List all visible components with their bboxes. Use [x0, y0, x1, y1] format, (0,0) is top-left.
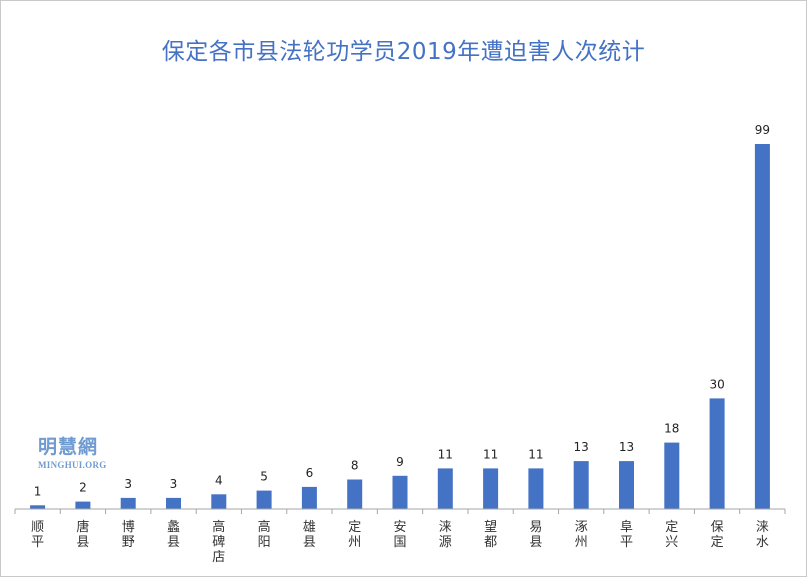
x-tick-label: 唐县 [76, 519, 89, 550]
bar [483, 468, 499, 509]
x-tick-label: 高碑店 [212, 519, 225, 565]
x-tick-label: 顺平 [31, 520, 44, 550]
data-label: 5 [260, 470, 268, 484]
data-label: 13 [574, 440, 589, 454]
bar [437, 468, 453, 509]
bar [301, 486, 317, 509]
bar [392, 475, 408, 509]
data-label: 1 [34, 484, 42, 498]
data-label: 99 [755, 123, 770, 137]
data-label: 11 [438, 447, 453, 461]
bar [528, 468, 544, 509]
x-tick-label: 定兴 [665, 520, 678, 550]
x-tick-label: 定州 [348, 520, 361, 550]
chart-title: 保定各市县法轮功学员2019年遭迫害人次统计 [161, 39, 646, 65]
watermark-english: MINGHUI.ORG [38, 460, 107, 470]
data-label: 3 [124, 477, 132, 491]
bar [347, 479, 363, 509]
data-label: 13 [619, 440, 634, 454]
bar [166, 497, 181, 509]
x-tick-label: 易县 [529, 520, 542, 550]
data-label: 3 [170, 477, 178, 491]
data-label: 11 [528, 447, 543, 461]
x-tick-label: 涿州 [575, 520, 588, 550]
bar [75, 501, 91, 509]
watermark-chinese: 明慧網 [38, 436, 99, 458]
x-tick-label: 阜平 [620, 519, 633, 550]
x-tick-label: 高阳 [258, 519, 271, 550]
data-label: 30 [709, 377, 724, 391]
bar [709, 398, 725, 509]
x-tick-label: 安国 [393, 520, 406, 550]
data-label: 18 [664, 422, 679, 436]
bar [256, 490, 272, 509]
x-tick-label: 保定 [711, 520, 724, 550]
bars-group [30, 144, 770, 509]
bar [754, 144, 770, 509]
x-tick-label: 蠡县 [167, 519, 180, 550]
data-label: 11 [483, 447, 498, 461]
bar [664, 442, 680, 509]
tick-marks-group [14, 509, 786, 514]
x-tick-label: 涞源 [439, 520, 452, 550]
x-tick-label: 博野 [122, 520, 135, 550]
x-tick-label: 望都 [484, 519, 497, 550]
data-label: 9 [396, 455, 404, 469]
data-label: 8 [351, 459, 359, 473]
data-labels-group: 1 2 3 3 4 5 6 8 9 11 11 11 13 13 18 30 99 [34, 123, 770, 498]
data-label: 6 [306, 466, 314, 480]
data-label: 4 [215, 473, 223, 487]
bar [573, 461, 589, 509]
bar [211, 494, 227, 509]
bar [619, 461, 634, 509]
x-tick-labels-group: 顺平 唐县 博野 蠡县 高碑店 高阳 雄县 定州 安国 涞源 望都 易县 涿州 阜平 定兴 保定 涞水 [31, 519, 769, 565]
bar [30, 505, 46, 509]
x-tick-label: 雄县 [303, 520, 316, 550]
x-tick-label: 涞水 [756, 520, 769, 550]
minghui-watermark: 明慧網 MINGHUI.ORG [38, 432, 128, 470]
data-label: 2 [79, 481, 87, 495]
bar [120, 497, 136, 509]
